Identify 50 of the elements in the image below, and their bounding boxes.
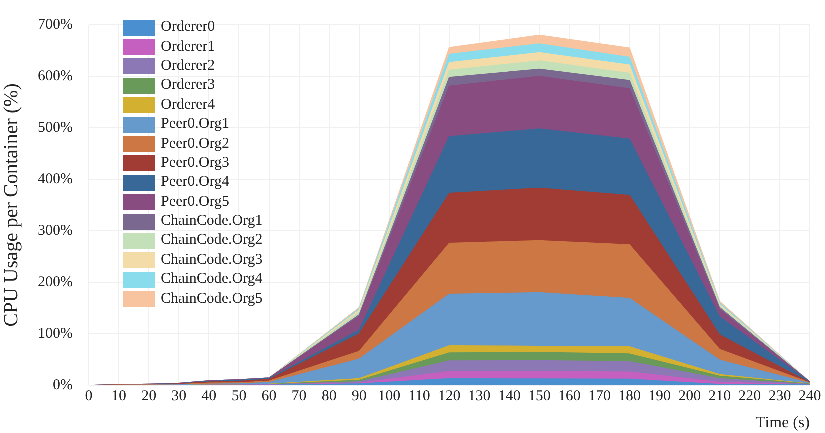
x-tick-label: 170 bbox=[588, 388, 611, 404]
legend-label: Orderer3 bbox=[161, 77, 216, 94]
x-tick-label: 70 bbox=[292, 388, 307, 404]
y-tick-label: 700% bbox=[38, 16, 73, 33]
legend-label: Orderer4 bbox=[161, 96, 216, 114]
y-tick-label: 300% bbox=[38, 222, 73, 239]
legend-label: ChainCode.Org4 bbox=[161, 271, 263, 288]
x-tick-label: 180 bbox=[618, 388, 641, 404]
x-tick-label: 240 bbox=[798, 388, 822, 404]
legend-label: Peer0.Org4 bbox=[161, 174, 230, 192]
x-tick-label: 50 bbox=[232, 388, 247, 404]
legend-label: Peer0.Org1 bbox=[161, 116, 230, 134]
x-tick-label: 90 bbox=[352, 388, 367, 404]
legend-label: ChainCode.Org5 bbox=[161, 290, 263, 308]
x-tick-label: 150 bbox=[528, 388, 551, 404]
legend-label: Peer0.Org5 bbox=[161, 194, 230, 211]
x-tick-label: 200 bbox=[678, 388, 702, 404]
x-tick-label: 190 bbox=[648, 388, 672, 404]
x-tick-label: 20 bbox=[142, 388, 157, 404]
y-tick-label: 100% bbox=[38, 326, 73, 342]
x-tick-label: 110 bbox=[408, 388, 430, 404]
x-tick-label: 210 bbox=[708, 388, 732, 404]
x-tick-label: 100 bbox=[378, 388, 401, 404]
y-axis-title: CPU Usage per Container (%) bbox=[0, 84, 22, 327]
legend-label: Peer0.Org2 bbox=[161, 136, 230, 153]
x-tick-label: 80 bbox=[322, 388, 337, 404]
legend-label: Orderer2 bbox=[161, 58, 216, 75]
x-tick-label: 230 bbox=[768, 388, 792, 404]
legend-label: Orderer1 bbox=[161, 38, 216, 56]
x-tick-label: 30 bbox=[172, 388, 187, 404]
legend-label: ChainCode.Org1 bbox=[161, 213, 263, 230]
x-tick-label: 130 bbox=[468, 388, 491, 404]
y-tick-label: 500% bbox=[38, 120, 73, 136]
x-tick-label: 140 bbox=[498, 388, 521, 404]
y-tick-label: 0% bbox=[53, 377, 73, 394]
legend-label: ChainCode.Org3 bbox=[161, 252, 263, 269]
legend-label: Peer0.Org3 bbox=[161, 154, 230, 172]
x-tick-label: 10 bbox=[112, 388, 127, 404]
x-tick-label: 160 bbox=[558, 388, 581, 404]
x-tick-label: 220 bbox=[738, 388, 762, 404]
y-tick-label: 200% bbox=[38, 274, 73, 290]
y-tick-label: 600% bbox=[38, 68, 73, 84]
x-tick-label: 40 bbox=[202, 388, 217, 404]
x-tick-label: 120 bbox=[438, 388, 461, 404]
y-tick-label: 400% bbox=[38, 171, 73, 188]
legend-label: Orderer0 bbox=[161, 19, 216, 36]
legend-label: ChainCode.Org2 bbox=[161, 232, 263, 250]
x-axis-title: Time (s) bbox=[756, 414, 810, 432]
x-tick-label: 0 bbox=[85, 388, 93, 404]
x-tick-label: 60 bbox=[262, 388, 277, 404]
